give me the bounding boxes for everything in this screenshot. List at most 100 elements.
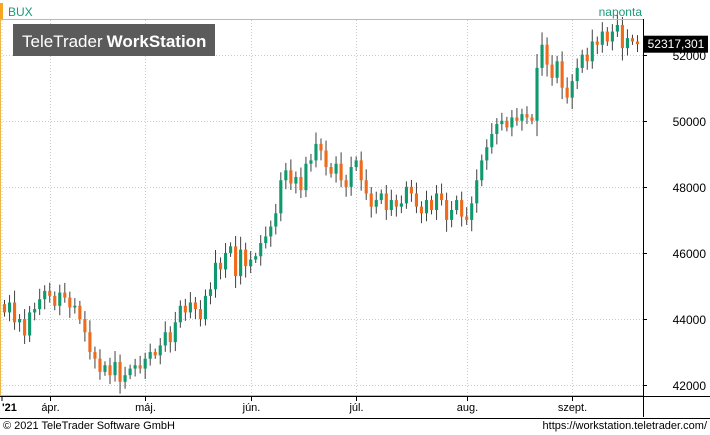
candle-up: [58, 284, 62, 316]
candle-down: [78, 300, 82, 324]
symbol-marker: [0, 3, 3, 20]
watermark: TeleTrader WorkStation: [22, 32, 206, 51]
candle-down: [68, 291, 72, 318]
candle-body: [445, 200, 449, 220]
candle-down: [560, 51, 564, 100]
candle-up: [389, 189, 393, 216]
candle-body: [495, 124, 499, 134]
candle-body: [520, 114, 524, 121]
candle-up: [424, 190, 429, 222]
candle-up: [485, 139, 489, 170]
candle-body: [93, 352, 97, 359]
candle-up: [143, 352, 147, 379]
candle-down: [168, 326, 172, 353]
candle-up: [495, 118, 499, 145]
candle-down: [550, 55, 554, 86]
candle-body: [465, 216, 469, 220]
candle-body: [505, 120, 509, 128]
candle-body: [605, 31, 609, 42]
candle-down: [344, 174, 348, 197]
candle-up: [73, 298, 77, 314]
y-tick-label: 46000: [673, 247, 707, 261]
candles: [2, 15, 640, 394]
candle-down: [138, 355, 142, 374]
candle-body: [108, 365, 112, 376]
candle-down: [289, 159, 293, 190]
candle-up: [294, 171, 298, 194]
candle-body: [223, 252, 228, 270]
candle-body: [530, 117, 534, 121]
candle-body: [525, 114, 529, 118]
candle-up: [475, 169, 479, 213]
candle-down: [460, 191, 464, 227]
candle-up: [7, 295, 12, 322]
candle-body: [249, 259, 253, 267]
candle-body: [254, 256, 258, 260]
candle-body: [103, 365, 107, 372]
watermark-product: WorkStation: [107, 32, 207, 51]
candle-body: [414, 193, 419, 207]
candle-body: [575, 67, 579, 82]
candle-up: [38, 288, 42, 316]
candle-body: [585, 54, 589, 62]
candle-up: [178, 300, 182, 328]
candle-body: [158, 345, 162, 356]
candle-up: [163, 321, 167, 352]
candle-up: [615, 15, 619, 38]
candle-body: [394, 200, 398, 207]
candle-body: [43, 290, 47, 300]
candle-body: [113, 361, 117, 376]
candle-up: [434, 185, 439, 220]
candle-up: [229, 242, 233, 257]
candle-down: [394, 194, 398, 217]
candle-body: [294, 176, 298, 184]
candle-up: [590, 29, 594, 69]
candle-up: [450, 201, 454, 228]
candle-down: [339, 152, 343, 188]
candle-body: [500, 120, 504, 125]
candle-down: [234, 235, 238, 288]
candle-up: [575, 58, 579, 90]
period-label: naponta: [599, 5, 643, 19]
candle-up: [133, 358, 137, 377]
candle-body: [545, 44, 549, 65]
candle-body: [33, 309, 37, 313]
candle-body: [98, 358, 102, 372]
candle-down: [445, 192, 449, 232]
x-tick-label: aug.: [457, 402, 478, 414]
candle-down: [153, 348, 157, 359]
candle-body: [349, 167, 353, 187]
candle-up: [354, 156, 358, 171]
candle-body: [213, 262, 218, 290]
candle-up: [480, 154, 484, 187]
candle-body: [153, 352, 157, 356]
candle-body: [329, 167, 333, 174]
candle-down: [565, 77, 569, 104]
candle-down: [108, 357, 112, 385]
candle-up: [314, 132, 318, 168]
candle-body: [143, 358, 147, 369]
candle-body: [540, 44, 544, 68]
candle-down: [419, 201, 424, 224]
candle-down: [299, 167, 303, 199]
candle-down: [13, 290, 17, 330]
candle-up: [259, 235, 263, 266]
candle-body: [555, 61, 559, 78]
candle-down: [53, 291, 57, 311]
candle-down: [324, 140, 328, 176]
candle-up: [625, 29, 629, 56]
candle-body: [58, 292, 62, 306]
candle-body: [183, 305, 187, 313]
x-axis-ticks: '21 ápr. máj. jún. júl. aug. szept.: [1, 396, 587, 414]
candle-down: [193, 297, 197, 320]
candle-body: [309, 160, 313, 164]
footer-url[interactable]: https://workstation.teletrader.com/: [542, 420, 707, 432]
candle-down: [635, 35, 640, 53]
footer-copyright: © 2021 TeleTrader Software GmbH: [3, 420, 175, 432]
candle-up: [213, 249, 218, 298]
candle-up: [269, 220, 273, 247]
candle-body: [550, 64, 554, 78]
watermark-brand: TeleTrader: [22, 32, 103, 51]
candle-body: [364, 180, 368, 194]
